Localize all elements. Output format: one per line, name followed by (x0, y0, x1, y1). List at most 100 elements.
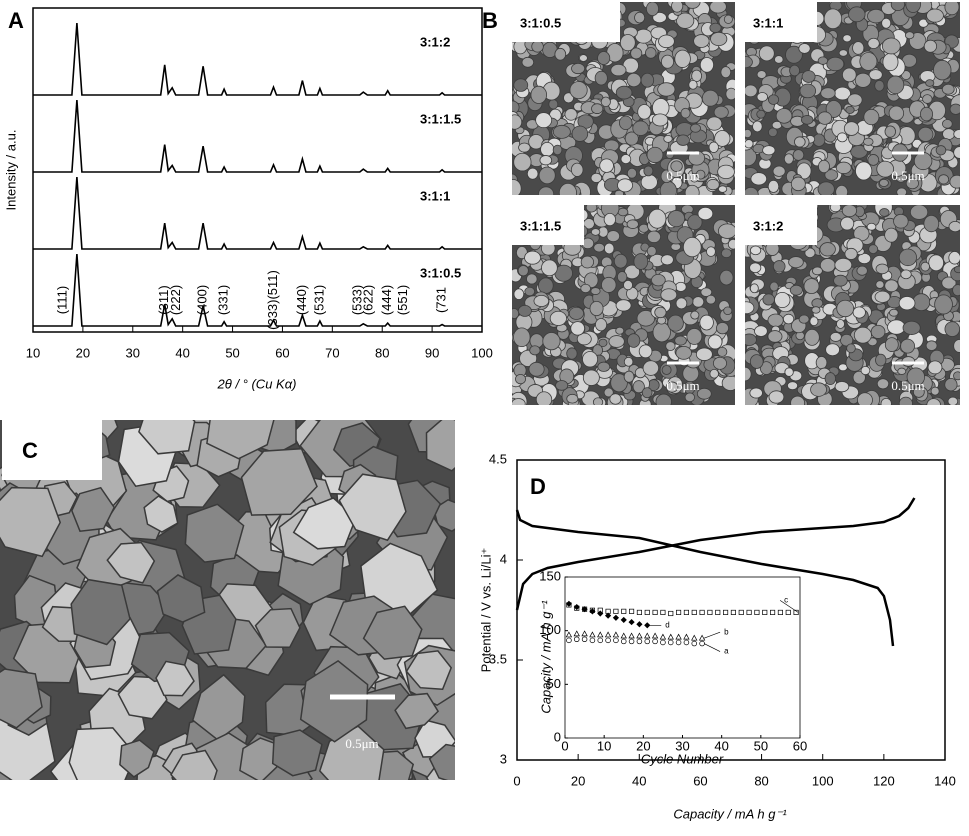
grain (718, 185, 728, 193)
grain (803, 278, 820, 295)
marker (660, 609, 666, 615)
leader (779, 600, 799, 613)
grain (634, 28, 653, 44)
panel-label: B (482, 8, 498, 33)
marker (589, 637, 596, 644)
peak-label: (444) (379, 285, 394, 315)
series-label: b (724, 627, 729, 636)
grain (874, 290, 891, 303)
grain (584, 272, 599, 289)
marker (770, 609, 776, 615)
marker (573, 630, 580, 637)
grain (563, 92, 575, 104)
marker (605, 637, 611, 644)
grain (654, 306, 667, 319)
micrograph (512, 2, 735, 195)
grain (632, 380, 645, 394)
grain (881, 17, 892, 29)
grain (254, 607, 301, 648)
grain (571, 125, 589, 142)
marker (715, 609, 721, 615)
grain (835, 161, 852, 174)
grain (717, 346, 728, 357)
grain (762, 293, 775, 306)
grain (756, 70, 767, 79)
grain (787, 381, 799, 391)
grain (876, 378, 890, 390)
grain (881, 37, 901, 55)
grain (712, 356, 727, 370)
trace-label: 3:1:2 (420, 34, 450, 49)
grain (651, 273, 666, 287)
grain (944, 377, 958, 392)
grain (687, 214, 703, 231)
scale-label: 0.5μm (891, 378, 924, 393)
marker (667, 633, 674, 640)
grain (548, 99, 559, 110)
marker (628, 638, 635, 645)
grain (646, 245, 657, 257)
grain (878, 178, 889, 187)
marker (668, 610, 674, 617)
grain (925, 340, 938, 351)
grain (708, 141, 719, 153)
marker (581, 636, 588, 643)
grain (879, 208, 890, 217)
grain (626, 72, 642, 88)
grain (591, 103, 604, 114)
peak-label: (533) (350, 285, 365, 315)
grain (870, 324, 886, 339)
grain (897, 367, 907, 375)
grain (790, 395, 806, 405)
grain (720, 66, 732, 79)
grain (888, 105, 905, 121)
grain (70, 578, 131, 646)
x-tick-label: 10 (597, 738, 611, 753)
grain (661, 365, 672, 375)
grain (699, 57, 714, 73)
grain (926, 8, 944, 23)
scale-label: 0.5μm (666, 378, 699, 393)
grain (750, 172, 768, 186)
grain (905, 2, 921, 13)
micrograph (512, 205, 735, 405)
grain (580, 255, 595, 269)
marker (612, 631, 620, 638)
marker (785, 609, 791, 615)
grain (684, 392, 695, 403)
grain (900, 338, 915, 354)
grain (620, 154, 632, 165)
grain (394, 692, 440, 730)
sample-label: 3:1:1.5 (520, 218, 561, 233)
grain (759, 361, 773, 375)
grain (675, 345, 692, 360)
grain (707, 334, 723, 350)
label-box (512, 205, 584, 245)
marker (754, 609, 760, 615)
grain (655, 393, 672, 405)
grain (657, 82, 676, 97)
grain (772, 165, 786, 177)
grain (600, 96, 611, 108)
grain (898, 396, 913, 405)
peak-label: (551) (395, 285, 410, 315)
grain (723, 306, 733, 316)
marker (604, 631, 612, 638)
grain (811, 306, 821, 314)
marker (777, 609, 783, 615)
grain (513, 327, 531, 348)
plot-frame (564, 576, 801, 739)
grain (706, 246, 716, 257)
grain (524, 286, 536, 297)
grain (942, 128, 956, 140)
grain (953, 265, 960, 274)
series-label: c (784, 596, 788, 605)
grain (552, 124, 571, 139)
x-tick-label: 20 (571, 773, 585, 788)
grain (927, 360, 943, 375)
grain (826, 56, 845, 72)
marker (628, 618, 635, 626)
grain (684, 184, 700, 195)
grain (667, 210, 686, 228)
grain (674, 335, 687, 346)
